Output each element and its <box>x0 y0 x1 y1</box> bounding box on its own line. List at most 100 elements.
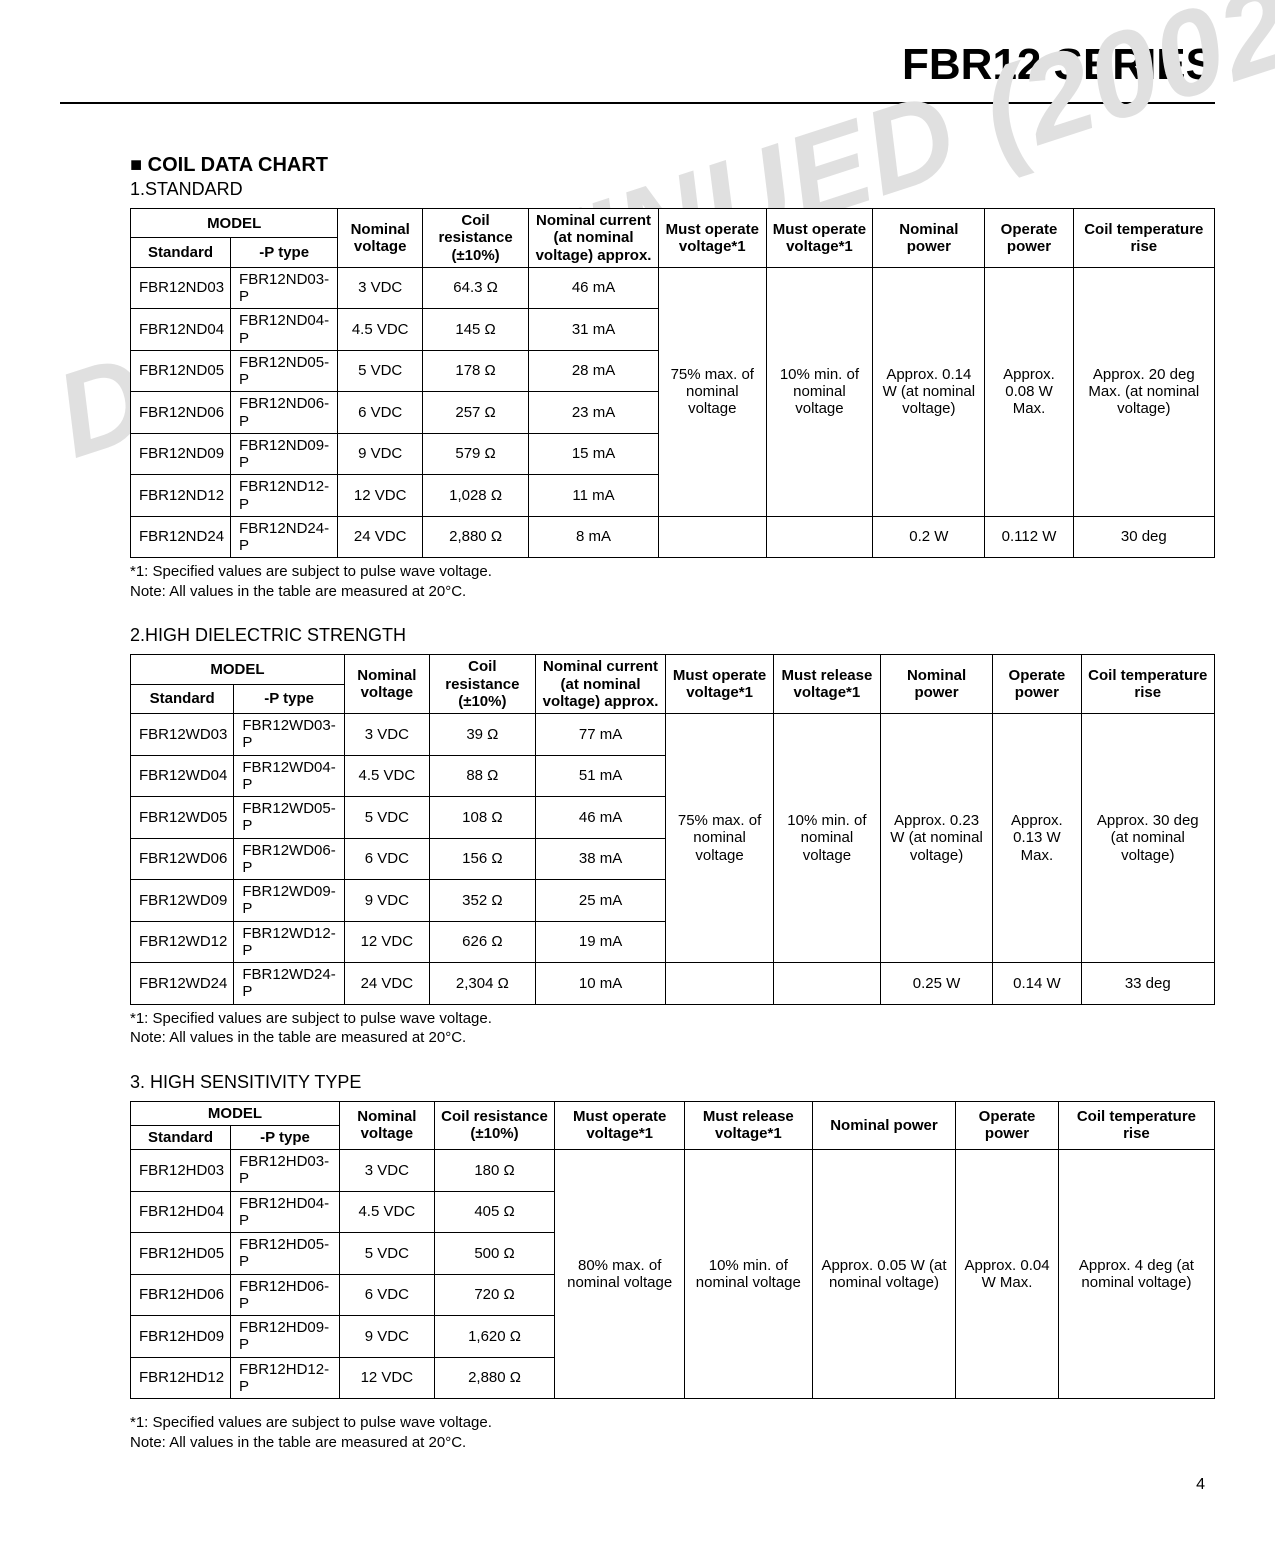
cell-p: FBR12HD06-P <box>231 1274 340 1316</box>
cell-op-merged: Approx. 0.04 W Max. <box>956 1150 1059 1399</box>
cell-std: FBR12HD09 <box>131 1316 231 1358</box>
cell-blank <box>666 963 774 1005</box>
th-standard: Standard <box>131 238 231 267</box>
cell-cr: 2,880 Ω <box>434 1357 555 1399</box>
th-coil-temp-rise: Coil temperature rise <box>1081 655 1214 714</box>
cell-nv: 24 VDC <box>338 516 423 558</box>
cell-cr: 1,620 Ω <box>434 1316 555 1358</box>
cell-nv: 6 VDC <box>338 392 423 434</box>
th-ptype: -P type <box>231 238 338 267</box>
th-standard: Standard <box>131 684 234 713</box>
cell-mr-merged: 10% min. of nominal voltage <box>773 714 880 963</box>
cell-nc: 51 mA <box>535 755 665 797</box>
cell-blank <box>773 963 880 1005</box>
th-must-release: Must release voltage*1 <box>684 1101 812 1150</box>
cell-cr: 352 Ω <box>429 880 535 922</box>
note-line1: *1: Specified values are subject to puls… <box>130 563 492 580</box>
th-must-operate: Must operate voltage*1 <box>666 655 774 714</box>
cell-nc: 46 mA <box>535 797 665 839</box>
cell-np-merged: Approx. 0.05 W (at nominal voltage) <box>812 1150 955 1399</box>
cell-p: FBR12HD03-P <box>231 1150 340 1192</box>
cell-cr: 579 Ω <box>423 433 529 475</box>
cell-cr: 178 Ω <box>423 350 529 392</box>
cell-nc: 77 mA <box>535 714 665 756</box>
th-nominal-current: Nominal current (at nominal voltage) app… <box>535 655 665 714</box>
cell-std: FBR12WD09 <box>131 880 234 922</box>
cell-np-merged: Approx. 0.23 W (at nominal voltage) <box>880 714 992 963</box>
cell-std: FBR12ND03 <box>131 267 231 309</box>
th-coil-temp-rise: Coil temperature rise <box>1058 1101 1214 1150</box>
table-row: FBR12ND03 FBR12ND03-P 3 VDC 64.3 Ω 46 mA… <box>131 267 1215 309</box>
cell-mo-merged: 75% max. of nominal voltage <box>658 267 766 516</box>
cell-nc: 23 mA <box>529 392 659 434</box>
table-row: FBR12WD24 FBR12WD24-P 24 VDC 2,304 Ω 10 … <box>131 963 1215 1005</box>
cell-p: FBR12HD05-P <box>231 1233 340 1275</box>
th-nominal-voltage: Nominal voltage <box>338 209 423 268</box>
cell-nv: 4.5 VDC <box>344 755 429 797</box>
cell-nc: 10 mA <box>535 963 665 1005</box>
note-line1: *1: Specified values are subject to puls… <box>130 1414 492 1431</box>
cell-cr: 626 Ω <box>429 921 535 963</box>
cell-nc: 28 mA <box>529 350 659 392</box>
cell-p: FBR12HD12-P <box>231 1357 340 1399</box>
cell-p: FBR12WD12-P <box>234 921 345 963</box>
cell-nv: 6 VDC <box>344 838 429 880</box>
cell-nv: 9 VDC <box>344 880 429 922</box>
cell-std: FBR12HD12 <box>131 1357 231 1399</box>
cell-nc: 46 mA <box>529 267 659 309</box>
cell-p: FBR12ND06-P <box>231 392 338 434</box>
cell-std: FBR12HD03 <box>131 1150 231 1192</box>
th-coil-resistance: Coil resistance (±10%) <box>434 1101 555 1150</box>
cell-nv: 6 VDC <box>340 1274 435 1316</box>
notes-block: *1: Specified values are subject to puls… <box>130 1413 1215 1452</box>
cell-np: 0.25 W <box>880 963 992 1005</box>
t3-title: 3. HIGH SENSITIVITY TYPE <box>130 1072 1215 1093</box>
note-line1: *1: Specified values are subject to puls… <box>130 1010 492 1027</box>
cell-blank <box>658 516 766 558</box>
cell-std: FBR12HD05 <box>131 1233 231 1275</box>
cell-cr: 88 Ω <box>429 755 535 797</box>
cell-blank <box>766 516 873 558</box>
cell-nv: 4.5 VDC <box>340 1191 435 1233</box>
cell-cr: 156 Ω <box>429 838 535 880</box>
content-area: DISCONTINUED (2002) ■ COIL DATA CHART 1.… <box>60 154 1215 1452</box>
th-must-operate: Must operate voltage*1 <box>555 1101 685 1150</box>
table-row: FBR12HD03 FBR12HD03-P 3 VDC 180 Ω 80% ma… <box>131 1150 1215 1192</box>
cell-nv: 12 VDC <box>340 1357 435 1399</box>
cell-p: FBR12ND09-P <box>231 433 338 475</box>
cell-nc: 15 mA <box>529 433 659 475</box>
cell-std: FBR12WD24 <box>131 963 234 1005</box>
th-model: MODEL <box>131 1101 340 1125</box>
cell-cr: 108 Ω <box>429 797 535 839</box>
th-nominal-current: Nominal current (at nominal voltage) app… <box>529 209 659 268</box>
cell-p: FBR12ND04-P <box>231 309 338 351</box>
cell-p: FBR12ND12-P <box>231 475 338 517</box>
cell-p: FBR12WD24-P <box>234 963 345 1005</box>
table-high-dielectric: MODEL Nominal voltage Coil resistance (±… <box>130 654 1215 1004</box>
cell-ctr: 30 deg <box>1073 516 1214 558</box>
th-nominal-voltage: Nominal voltage <box>344 655 429 714</box>
cell-p: FBR12HD09-P <box>231 1316 340 1358</box>
th-nominal-power: Nominal power <box>880 655 992 714</box>
cell-std: FBR12HD04 <box>131 1191 231 1233</box>
table-high-sensitivity: MODEL Nominal voltage Coil resistance (±… <box>130 1101 1215 1400</box>
table-standard: MODEL Nominal voltage Coil resistance (±… <box>130 208 1215 558</box>
cell-mo-merged: 75% max. of nominal voltage <box>666 714 774 963</box>
cell-std: FBR12WD03 <box>131 714 234 756</box>
note-line2: Note: All values in the table are measur… <box>130 583 466 600</box>
note-line2: Note: All values in the table are measur… <box>130 1029 466 1046</box>
th-nominal-power: Nominal power <box>873 209 985 268</box>
cell-nv: 3 VDC <box>338 267 423 309</box>
table-row: FBR12WD03 FBR12WD03-P 3 VDC 39 Ω 77 mA 7… <box>131 714 1215 756</box>
cell-nv: 3 VDC <box>344 714 429 756</box>
cell-nc: 31 mA <box>529 309 659 351</box>
series-title: FBR12 SERIES <box>60 40 1215 104</box>
th-ptype: -P type <box>231 1125 340 1149</box>
cell-ctr: 33 deg <box>1081 963 1214 1005</box>
cell-nc: 38 mA <box>535 838 665 880</box>
th-operate-power: Operate power <box>993 655 1081 714</box>
cell-nv: 12 VDC <box>338 475 423 517</box>
th-nominal-voltage: Nominal voltage <box>340 1101 435 1150</box>
cell-cr: 257 Ω <box>423 392 529 434</box>
th-coil-resistance: Coil resistance (±10%) <box>423 209 529 268</box>
